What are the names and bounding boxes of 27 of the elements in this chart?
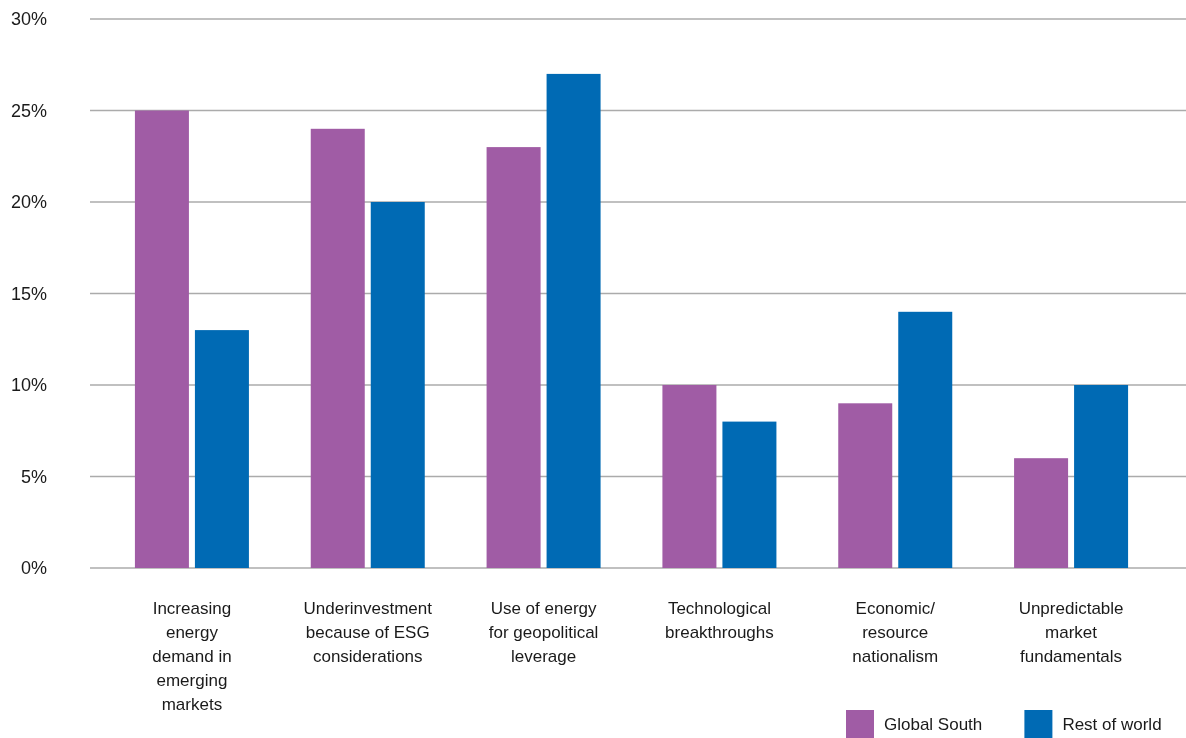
bar: [662, 385, 717, 568]
x-tick-label: Technological breakthroughs: [665, 599, 774, 642]
bar: [1074, 385, 1129, 568]
y-tick-label: 15%: [10, 283, 47, 304]
x-tick-label: Use of energy for geopolitical leverage: [488, 599, 599, 666]
x-tick-label: Economic/ resource nationalism: [852, 599, 939, 666]
bar: [370, 202, 425, 568]
x-tick-label: Unpredictable market fundamentals: [1018, 599, 1124, 666]
bar: [898, 311, 953, 568]
x-tick-label: Increasing energy demand in emerging markets: [152, 599, 232, 714]
y-tick-label: 5%: [20, 466, 47, 487]
bar: [310, 128, 365, 568]
x-tick-label: Underinvestment because of ESG considerations: [303, 599, 433, 666]
bar: [1014, 458, 1069, 568]
bar: [546, 73, 601, 568]
bar: [722, 421, 777, 568]
bar: [486, 147, 541, 568]
y-tick-label: 30%: [10, 9, 47, 30]
legend-label: Rest of world: [1062, 714, 1162, 734]
legend-label: Global South: [884, 714, 983, 734]
y-tick-label: 0%: [20, 558, 47, 579]
bar: [134, 110, 189, 568]
bar: [838, 403, 893, 568]
bar: [194, 330, 249, 568]
y-tick-label: 10%: [10, 375, 47, 396]
y-tick-label: 25%: [10, 100, 47, 121]
y-tick-label: 20%: [10, 192, 47, 213]
